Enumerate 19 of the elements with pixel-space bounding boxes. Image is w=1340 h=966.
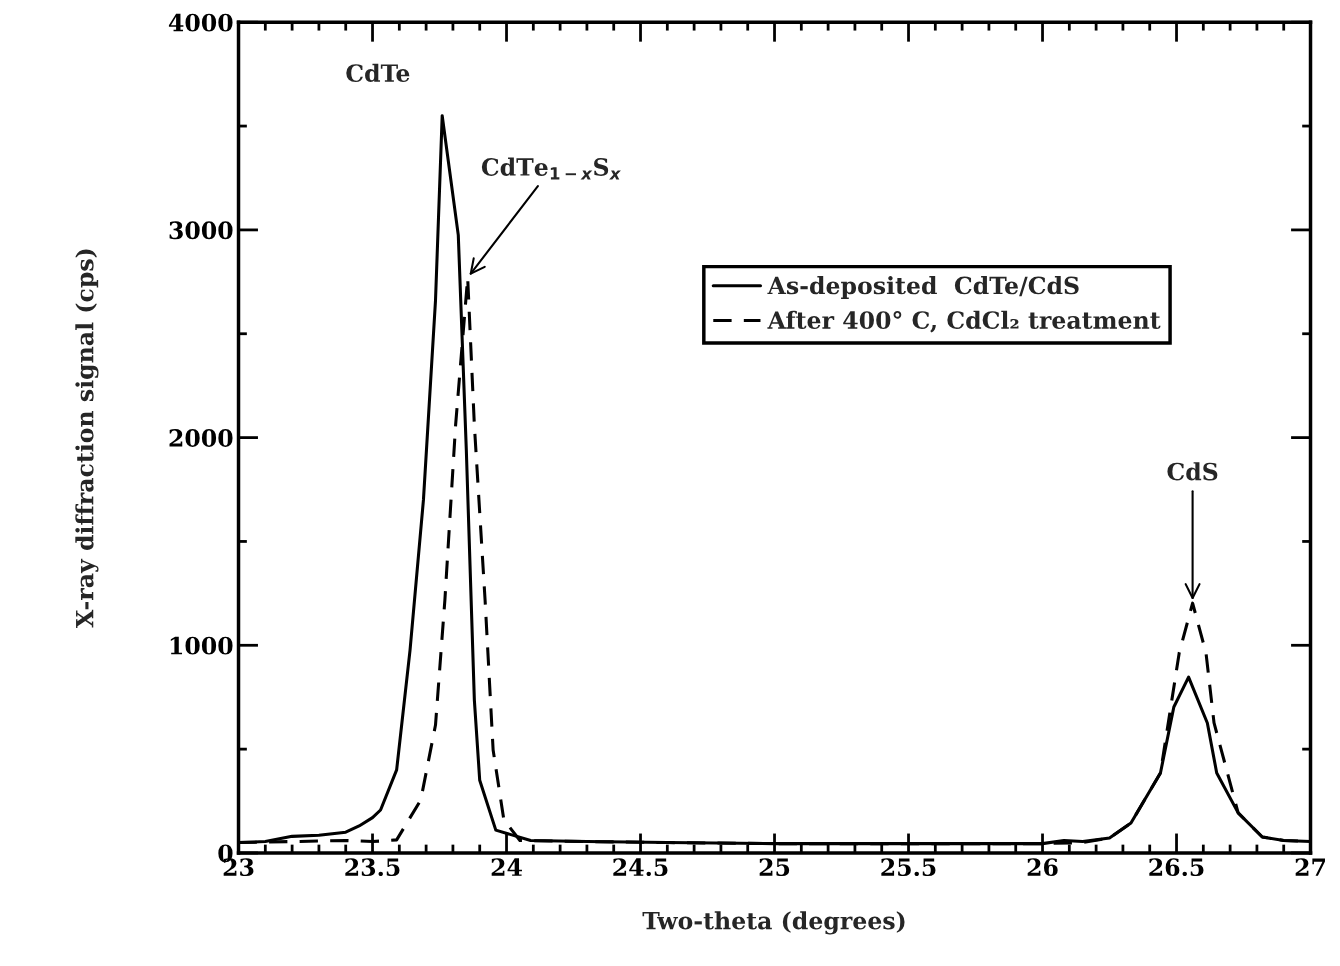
x-tick-label: 23.5: [345, 858, 400, 877]
x-tick-label: 24: [491, 858, 522, 876]
legend-label: After 400° C, CdCl₂ treatment: [767, 310, 1161, 333]
x-tick-label: 25: [759, 858, 790, 877]
x-tick-label: 26.5: [1149, 858, 1204, 877]
x-tick-label: 25.5: [881, 858, 936, 877]
annotation: CdTe: [346, 63, 410, 83]
x-axis-title: Two-theta (degrees): [642, 911, 905, 935]
y-axis-title: X-ray diffraction signal (cps): [75, 249, 99, 628]
y-tick-label: 4000: [168, 13, 233, 32]
x-tick-label: 27: [1295, 858, 1325, 876]
y-tick-label: 1000: [170, 636, 233, 655]
x-tick-label: 24.5: [613, 858, 668, 877]
legend-label: As-deposited CdTe/CdS: [767, 276, 1079, 299]
x-tick-label: 26: [1027, 858, 1058, 877]
y-tick-label: 2000: [169, 429, 233, 447]
annotation: CdS: [1167, 462, 1218, 481]
annotation: CdTe$_{1−x}$S$_{x}$: [481, 157, 621, 180]
y-tick-label: 3000: [169, 221, 233, 240]
